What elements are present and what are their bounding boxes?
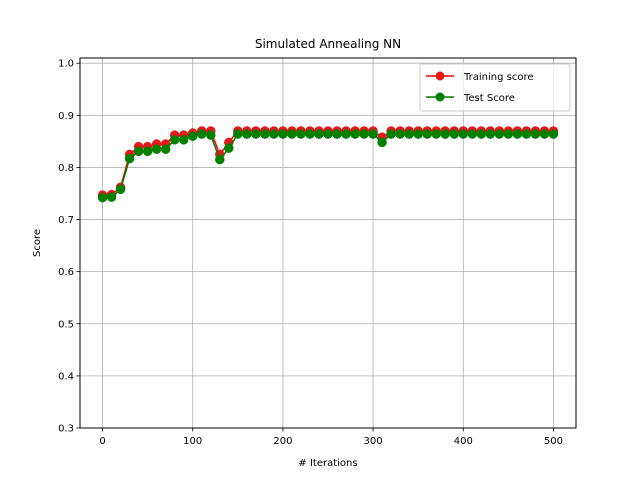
legend-marker-test bbox=[435, 92, 445, 102]
data-point-test-score bbox=[115, 184, 126, 195]
data-point-test-score bbox=[512, 129, 523, 139]
data-point-test-score bbox=[377, 137, 387, 148]
data-point-test-score bbox=[142, 146, 153, 157]
data-point-test-score bbox=[476, 129, 487, 139]
data-point-test-score bbox=[440, 129, 450, 139]
axis-ticks: 0 100 200 300 400 500 0.3 0.4 0.5 0.6 0.7 0.8 0.9 1.0 bbox=[58, 59, 563, 447]
data-point-test-score bbox=[431, 129, 441, 139]
data-point-test-score bbox=[233, 129, 243, 139]
data-point-test-score bbox=[413, 129, 423, 139]
data-point-test-score bbox=[467, 129, 478, 139]
data-point-test-score bbox=[260, 129, 270, 139]
chart-title: Simulated Annealing NN bbox=[255, 37, 401, 51]
y-tick-label: 0.8 bbox=[58, 163, 74, 174]
x-tick-label: 200 bbox=[273, 436, 292, 447]
data-point-test-score bbox=[350, 129, 360, 139]
x-tick-label: 500 bbox=[544, 436, 563, 447]
data-point-test-score bbox=[287, 129, 297, 139]
y-tick-label: 0.3 bbox=[58, 424, 74, 435]
y-tick-label: 0.5 bbox=[58, 319, 74, 330]
legend: Training score Test Score bbox=[419, 63, 571, 112]
data-point-test-score bbox=[386, 129, 396, 139]
data-point-test-score bbox=[187, 131, 198, 141]
x-axis-label: # Iterations bbox=[298, 458, 357, 469]
data-point-test-score bbox=[323, 129, 333, 139]
data-point-test-score bbox=[485, 129, 496, 139]
data-point-test-score bbox=[224, 143, 234, 153]
data-point-test-score bbox=[332, 129, 342, 139]
data-point-test-score bbox=[404, 129, 414, 139]
data-point-test-score bbox=[530, 129, 541, 139]
data-point-test-score bbox=[458, 129, 469, 139]
legend-label-test: Test Score bbox=[463, 93, 515, 104]
y-tick-label: 0.9 bbox=[58, 111, 74, 122]
data-point-test-score bbox=[133, 146, 144, 157]
data-point-test-score bbox=[296, 129, 306, 139]
data-point-test-score bbox=[449, 129, 460, 139]
y-tick-label: 1.0 bbox=[58, 59, 74, 70]
data-point-test-score bbox=[196, 129, 207, 139]
plot-area-frame bbox=[79, 57, 577, 429]
data-point-test-score bbox=[97, 192, 108, 203]
data-point-test-score bbox=[106, 192, 117, 202]
data-point-test-score bbox=[124, 153, 135, 164]
data-point-test-score bbox=[341, 129, 351, 139]
x-tick-label: 0 bbox=[99, 436, 105, 447]
legend-marker-training bbox=[435, 71, 445, 81]
data-point-test-score bbox=[548, 129, 559, 139]
data-point-test-score bbox=[169, 135, 180, 145]
data-point-test-score bbox=[206, 130, 216, 140]
data-point-test-score bbox=[305, 129, 315, 139]
data-point-test-score bbox=[314, 129, 324, 139]
data-point-test-score bbox=[503, 129, 514, 139]
data-point-test-score bbox=[395, 129, 405, 139]
data-point-test-score bbox=[521, 129, 532, 139]
data-point-test-score bbox=[422, 129, 432, 139]
data-point-test-score bbox=[359, 129, 369, 139]
grid bbox=[80, 58, 576, 429]
data-point-test-score bbox=[151, 144, 162, 154]
x-tick-label: 400 bbox=[454, 436, 473, 447]
data-point-test-score bbox=[215, 154, 225, 165]
legend-label-training: Training score bbox=[463, 72, 534, 83]
data-point-test-score bbox=[251, 129, 261, 139]
legend-box bbox=[419, 63, 571, 112]
y-tick-label: 0.4 bbox=[58, 371, 74, 382]
data-point-test-score bbox=[269, 129, 279, 139]
data-point-test-score bbox=[178, 135, 189, 145]
x-tick-label: 300 bbox=[364, 436, 383, 447]
data-point-test-score bbox=[368, 129, 378, 139]
data-point-test-score bbox=[160, 144, 171, 154]
data-point-test-score bbox=[539, 129, 550, 139]
data-point-test-score bbox=[278, 129, 288, 139]
y-tick-label: 0.6 bbox=[58, 267, 74, 278]
data-point-test-score bbox=[242, 129, 252, 139]
y-axis-label: Score bbox=[32, 229, 43, 257]
series-layer bbox=[97, 126, 559, 203]
x-tick-label: 100 bbox=[183, 436, 202, 447]
y-tick-label: 0.7 bbox=[58, 215, 74, 226]
data-point-test-score bbox=[494, 129, 505, 139]
